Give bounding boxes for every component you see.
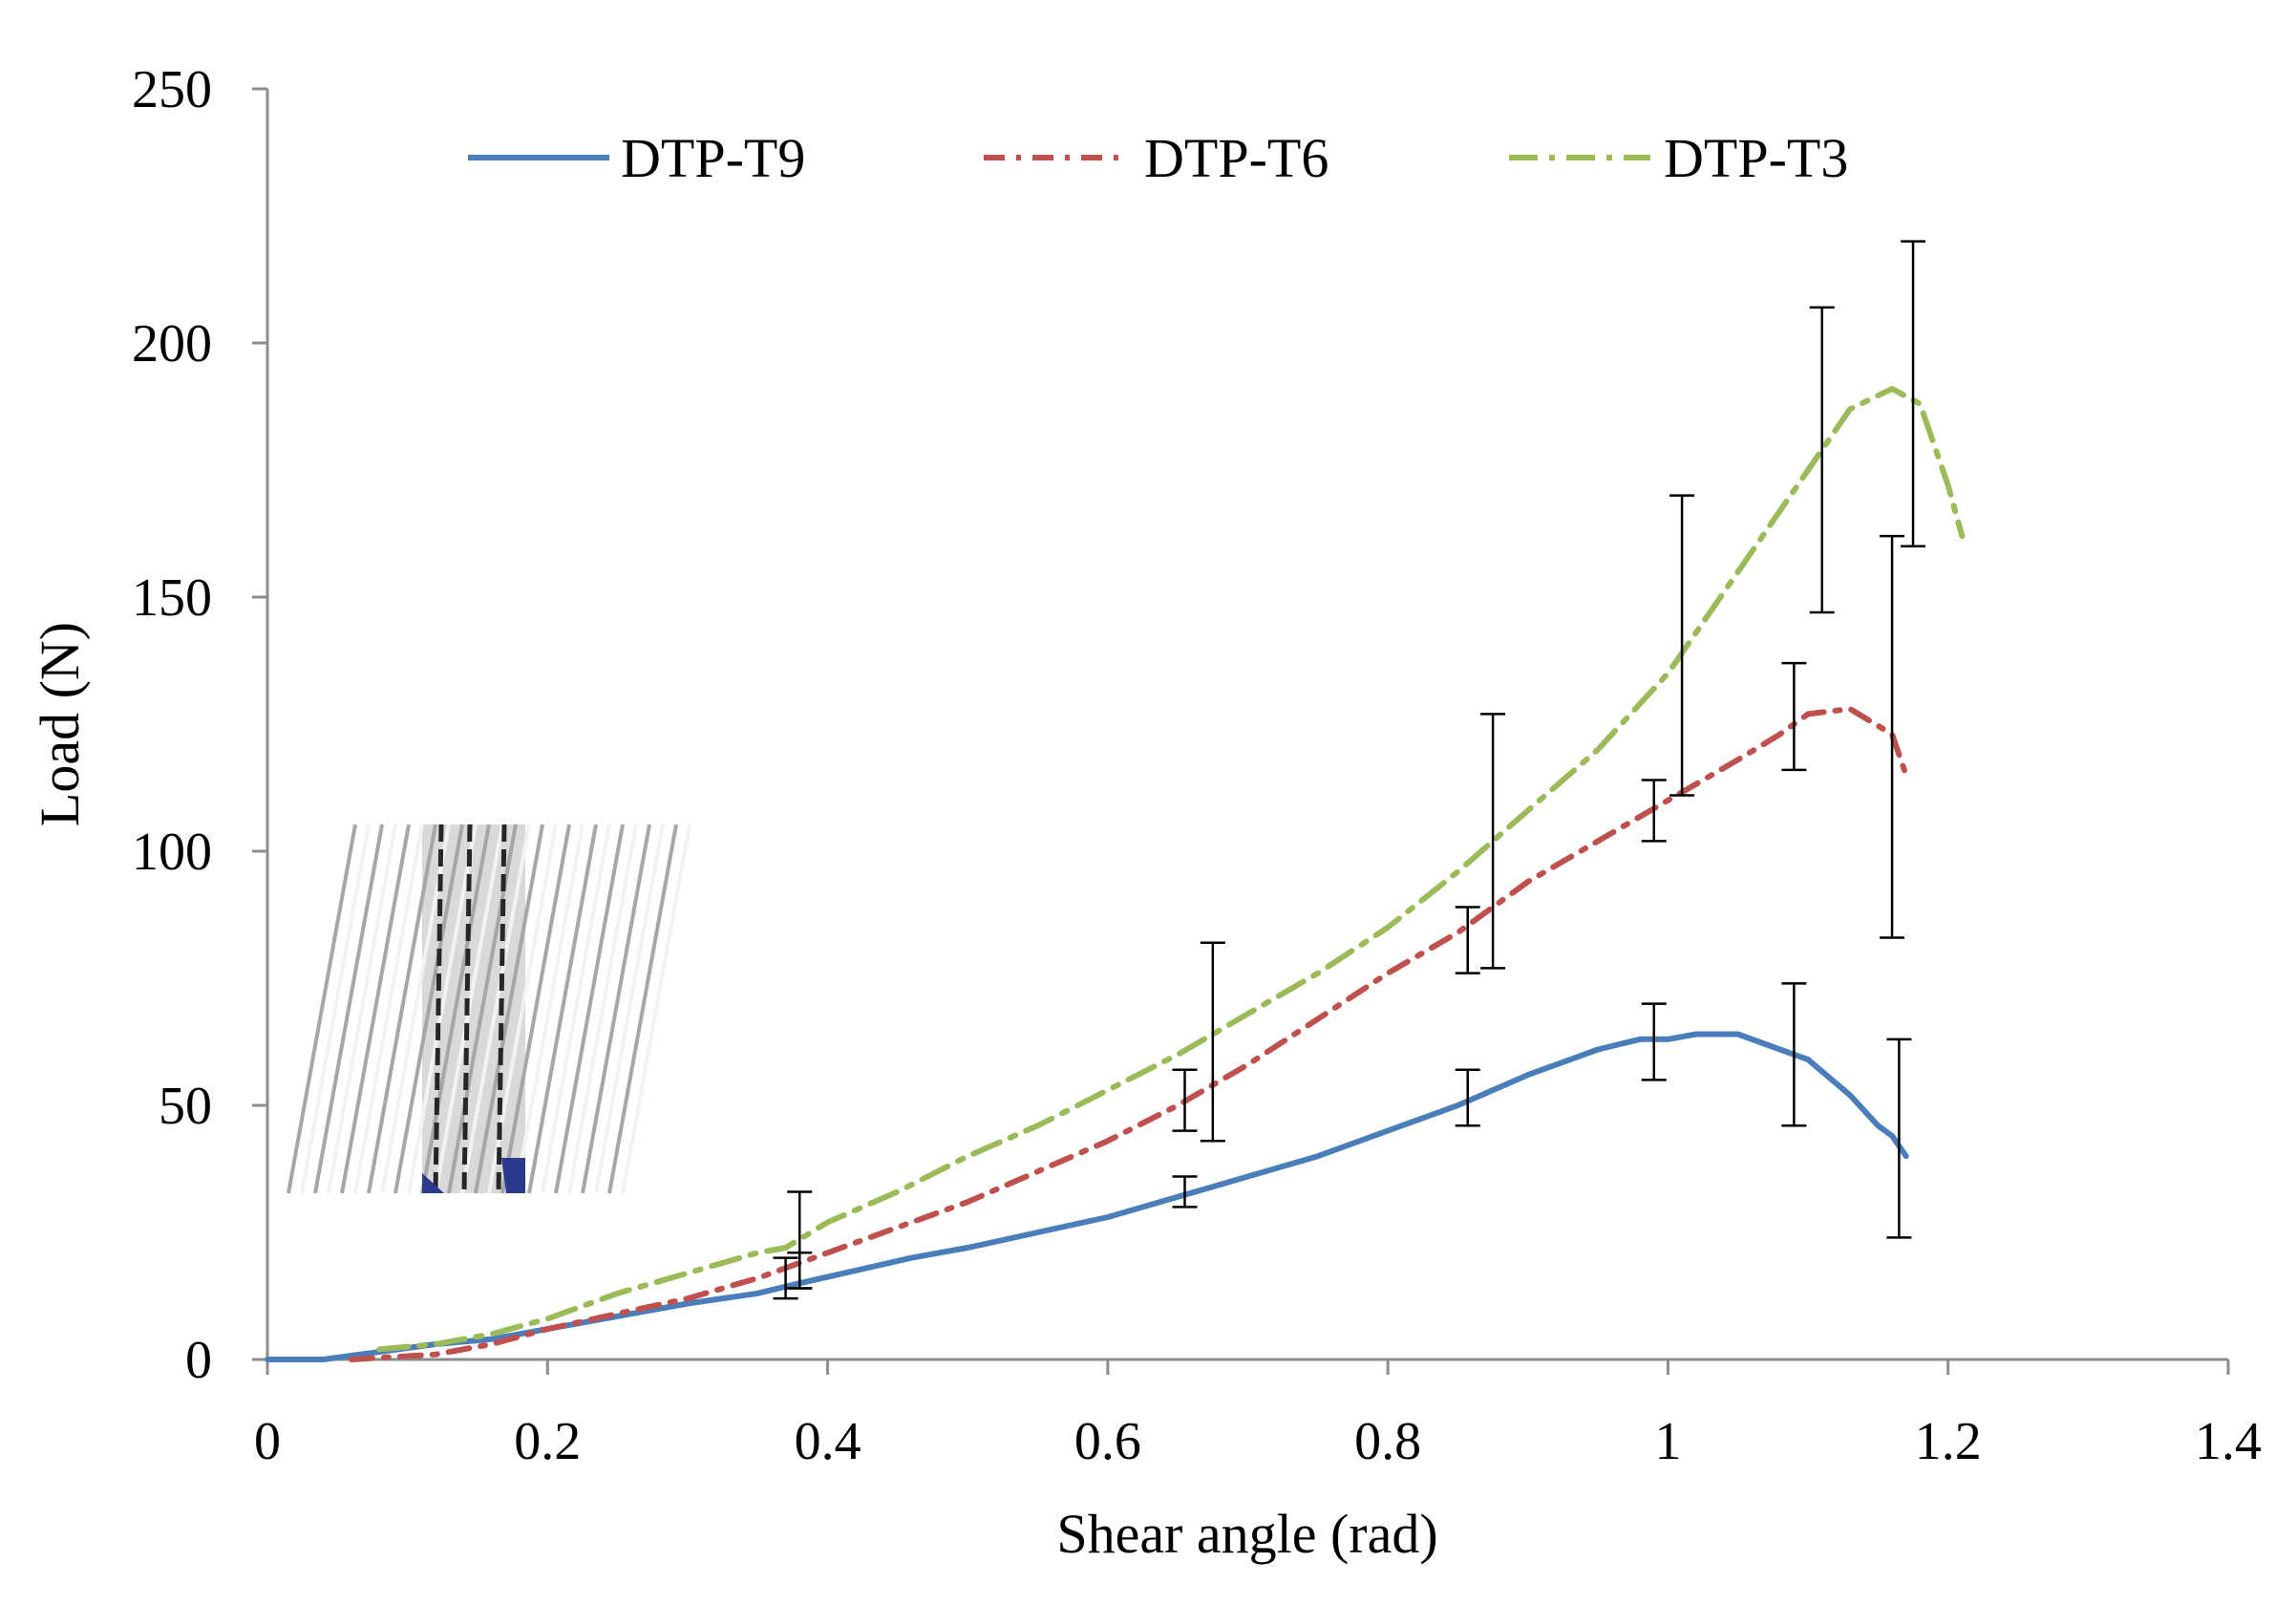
- error-bar-dtp-t9: [1172, 1175, 1198, 1209]
- legend: DTP-T9 DTP-T6 DTP-T3: [468, 127, 1848, 189]
- error-bar-dtp-t3: [1200, 941, 1225, 1143]
- error-bar-dtp-t9: [1455, 1068, 1480, 1127]
- y-tick-label: 150: [132, 568, 212, 628]
- error-bar-dtp-t9: [1641, 1002, 1667, 1081]
- y-tick-label: 0: [185, 1331, 212, 1390]
- error-bar-dtp-t9: [773, 1256, 798, 1300]
- series-line-dtp-t3: [376, 385, 1966, 1353]
- error-bar-dtp-t3: [1669, 494, 1695, 797]
- x-tick-label: 0: [254, 1412, 281, 1471]
- x-tick-label: 1: [1654, 1412, 1681, 1471]
- y-axis-title: Load (N): [29, 622, 91, 826]
- y-tick-label: 250: [132, 60, 212, 119]
- error-bar-dtp-t3: [787, 1190, 813, 1290]
- y-tick-label: 200: [132, 314, 212, 374]
- error-bar-dtp-t6: [1781, 661, 1807, 772]
- x-tick-label: 1.2: [1915, 1412, 1982, 1471]
- x-tick-label: 0.6: [1074, 1412, 1141, 1471]
- error-bar-dtp-t6: [1641, 779, 1667, 843]
- x-tick-label: 0.4: [795, 1412, 861, 1471]
- x-axis-title: Shear angle (rad): [1056, 1503, 1437, 1565]
- error-bar-dtp-t6: [1172, 1068, 1198, 1132]
- x-tick-label: 0.8: [1354, 1412, 1421, 1471]
- x-tick-label: 1.4: [2195, 1412, 2262, 1471]
- error-bar-dtp-t3: [1901, 240, 1926, 548]
- y-tick-label: 50: [159, 1077, 212, 1136]
- legend-label-dtp-t9: DTP-T9: [621, 127, 805, 189]
- fabric-specimen-image: [287, 824, 691, 1194]
- legend-label-dtp-t3: DTP-T3: [1664, 127, 1848, 189]
- error-bar-dtp-t6: [1880, 534, 1905, 939]
- x-tick-label: 0.2: [514, 1412, 581, 1471]
- y-tick-label: 100: [132, 823, 212, 882]
- error-bar-dtp-t9: [1886, 1038, 1912, 1239]
- error-bars: [773, 240, 1926, 1300]
- error-bar-dtp-t6: [1455, 906, 1480, 974]
- axes: 0 50 100 150 200 250 0 0.2 0.4 0.6 0.8 1 1.2 1.4: [132, 60, 2262, 1471]
- error-bar-dtp-t3: [1809, 306, 1835, 614]
- error-bar-dtp-t9: [1781, 982, 1807, 1127]
- legend-label-dtp-t6: DTP-T6: [1144, 127, 1329, 189]
- error-bar-dtp-t3: [1480, 713, 1506, 970]
